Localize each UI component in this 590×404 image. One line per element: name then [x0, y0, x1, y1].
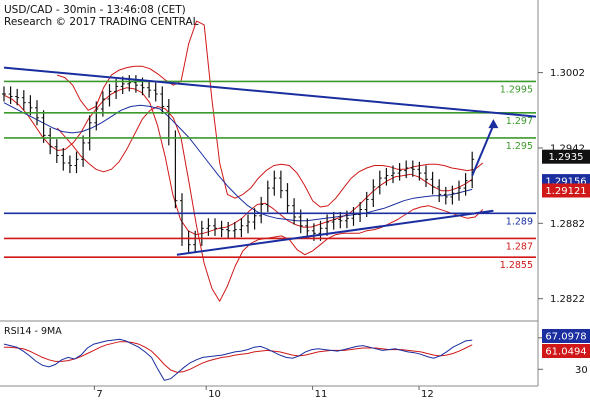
chart-subtitle: Research © 2017 TRADING CENTRAL	[4, 16, 199, 28]
resistance-level-label: 1.2995	[500, 84, 533, 95]
bollinger-tag-upper: 1.29156	[545, 177, 586, 188]
price-tick-label: 1.2882	[550, 219, 585, 230]
last-price-tag-bg	[542, 149, 590, 164]
support-level-label: 1.2855	[500, 260, 533, 271]
time-tick-label: 7	[96, 389, 102, 400]
main-plot: 1.2995 1.297 1.295 1.289 1.287 1.2855	[2, 20, 537, 302]
price-tick-label: 1.3002	[550, 68, 585, 79]
pivot-level-label: 1.289	[506, 216, 533, 227]
rsi-ma-value-tag-bg	[542, 344, 590, 358]
ma-red-line	[3, 87, 473, 236]
price-tick-label: 1.2822	[550, 294, 585, 305]
support-level-label: 1.287	[506, 241, 533, 252]
forecast-arrow-line	[471, 124, 495, 176]
bollinger-tag-lower: 1.29121	[545, 186, 586, 197]
rsi-line	[3, 338, 473, 381]
trendline-1	[176, 209, 494, 256]
ma-blue-line	[3, 102, 473, 222]
rsi-ma-value-tag: 61.0494	[545, 347, 586, 358]
resistance-level-label: 1.295	[506, 141, 533, 152]
axes: 1.30021.29421.28821.28221.29351.291561.2…	[93, 68, 590, 400]
rsi-value-tag: 67.0978	[545, 332, 586, 343]
time-tick-label: 11	[315, 389, 328, 400]
rsi-ma-line	[4, 341, 473, 373]
resistance-level-label: 1.297	[506, 116, 533, 127]
time-tick-label: 12	[421, 389, 434, 400]
forecast-arrow-head	[488, 119, 499, 129]
last-price-tag: 1.2935	[549, 152, 584, 163]
rsi-tick-label: 30	[575, 365, 588, 376]
price-tick-label: 1.2942	[550, 144, 585, 155]
trendline-0	[3, 66, 537, 118]
rsi-label: RSI14 - 9MA	[4, 326, 62, 337]
time-tick-label: 10	[208, 389, 221, 400]
rsi-value-tag-bg	[542, 329, 590, 343]
bollinger-tag-lower-bg	[542, 183, 590, 198]
rsi-plot: RSI14 - 9MA	[3, 326, 473, 381]
bollinger-upper-line	[57, 20, 484, 208]
chart-title: USD/CAD - 30min - 13:46:08 (CET)	[4, 4, 186, 16]
